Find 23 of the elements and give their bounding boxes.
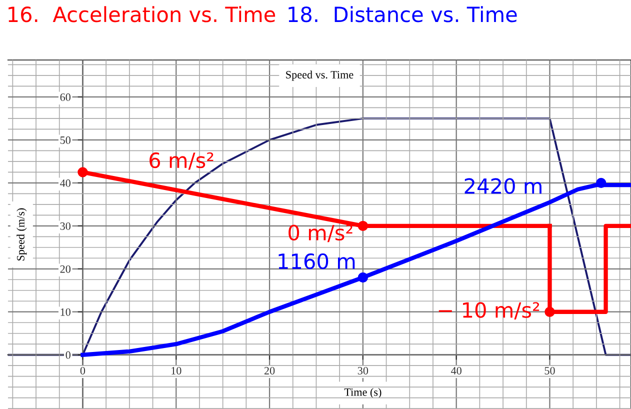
y-axis-title: Speed (m/s) — [16, 208, 27, 260]
x-tick-label: 50 — [544, 366, 555, 374]
y-tick-label: 30 — [60, 222, 70, 230]
y-tick-label: 50 — [60, 136, 70, 144]
x-tick-label: 30 — [358, 366, 368, 374]
y-tick-label: 10 — [60, 308, 70, 316]
x-tick-label: 20 — [264, 366, 275, 374]
series-label: 2420 m — [464, 178, 542, 194]
chart-title: 16. Acceleration vs. Time — [8, 6, 276, 22]
series-label: 0 m/s² — [288, 224, 352, 242]
y-tick-label: 20 — [60, 265, 70, 273]
series-label: − 10 m/s² — [438, 302, 540, 320]
x-tick-label: 40 — [450, 366, 462, 374]
series-label: 1160 m — [278, 253, 355, 270]
series-label: 6 m/s² — [150, 152, 214, 170]
annotation: Speed vs. Time — [286, 70, 354, 81]
y-tick-label: 40 — [60, 179, 70, 187]
y-tick-label: 0 — [66, 351, 70, 359]
x-axis-title: Time (s) — [344, 388, 382, 398]
x-tick-label: 10 — [172, 366, 182, 374]
x-tick-label: 0 — [80, 366, 86, 374]
chart-subtitle: 18. Distance vs. Time — [288, 6, 517, 22]
y-tick-label: 60 — [60, 93, 70, 101]
